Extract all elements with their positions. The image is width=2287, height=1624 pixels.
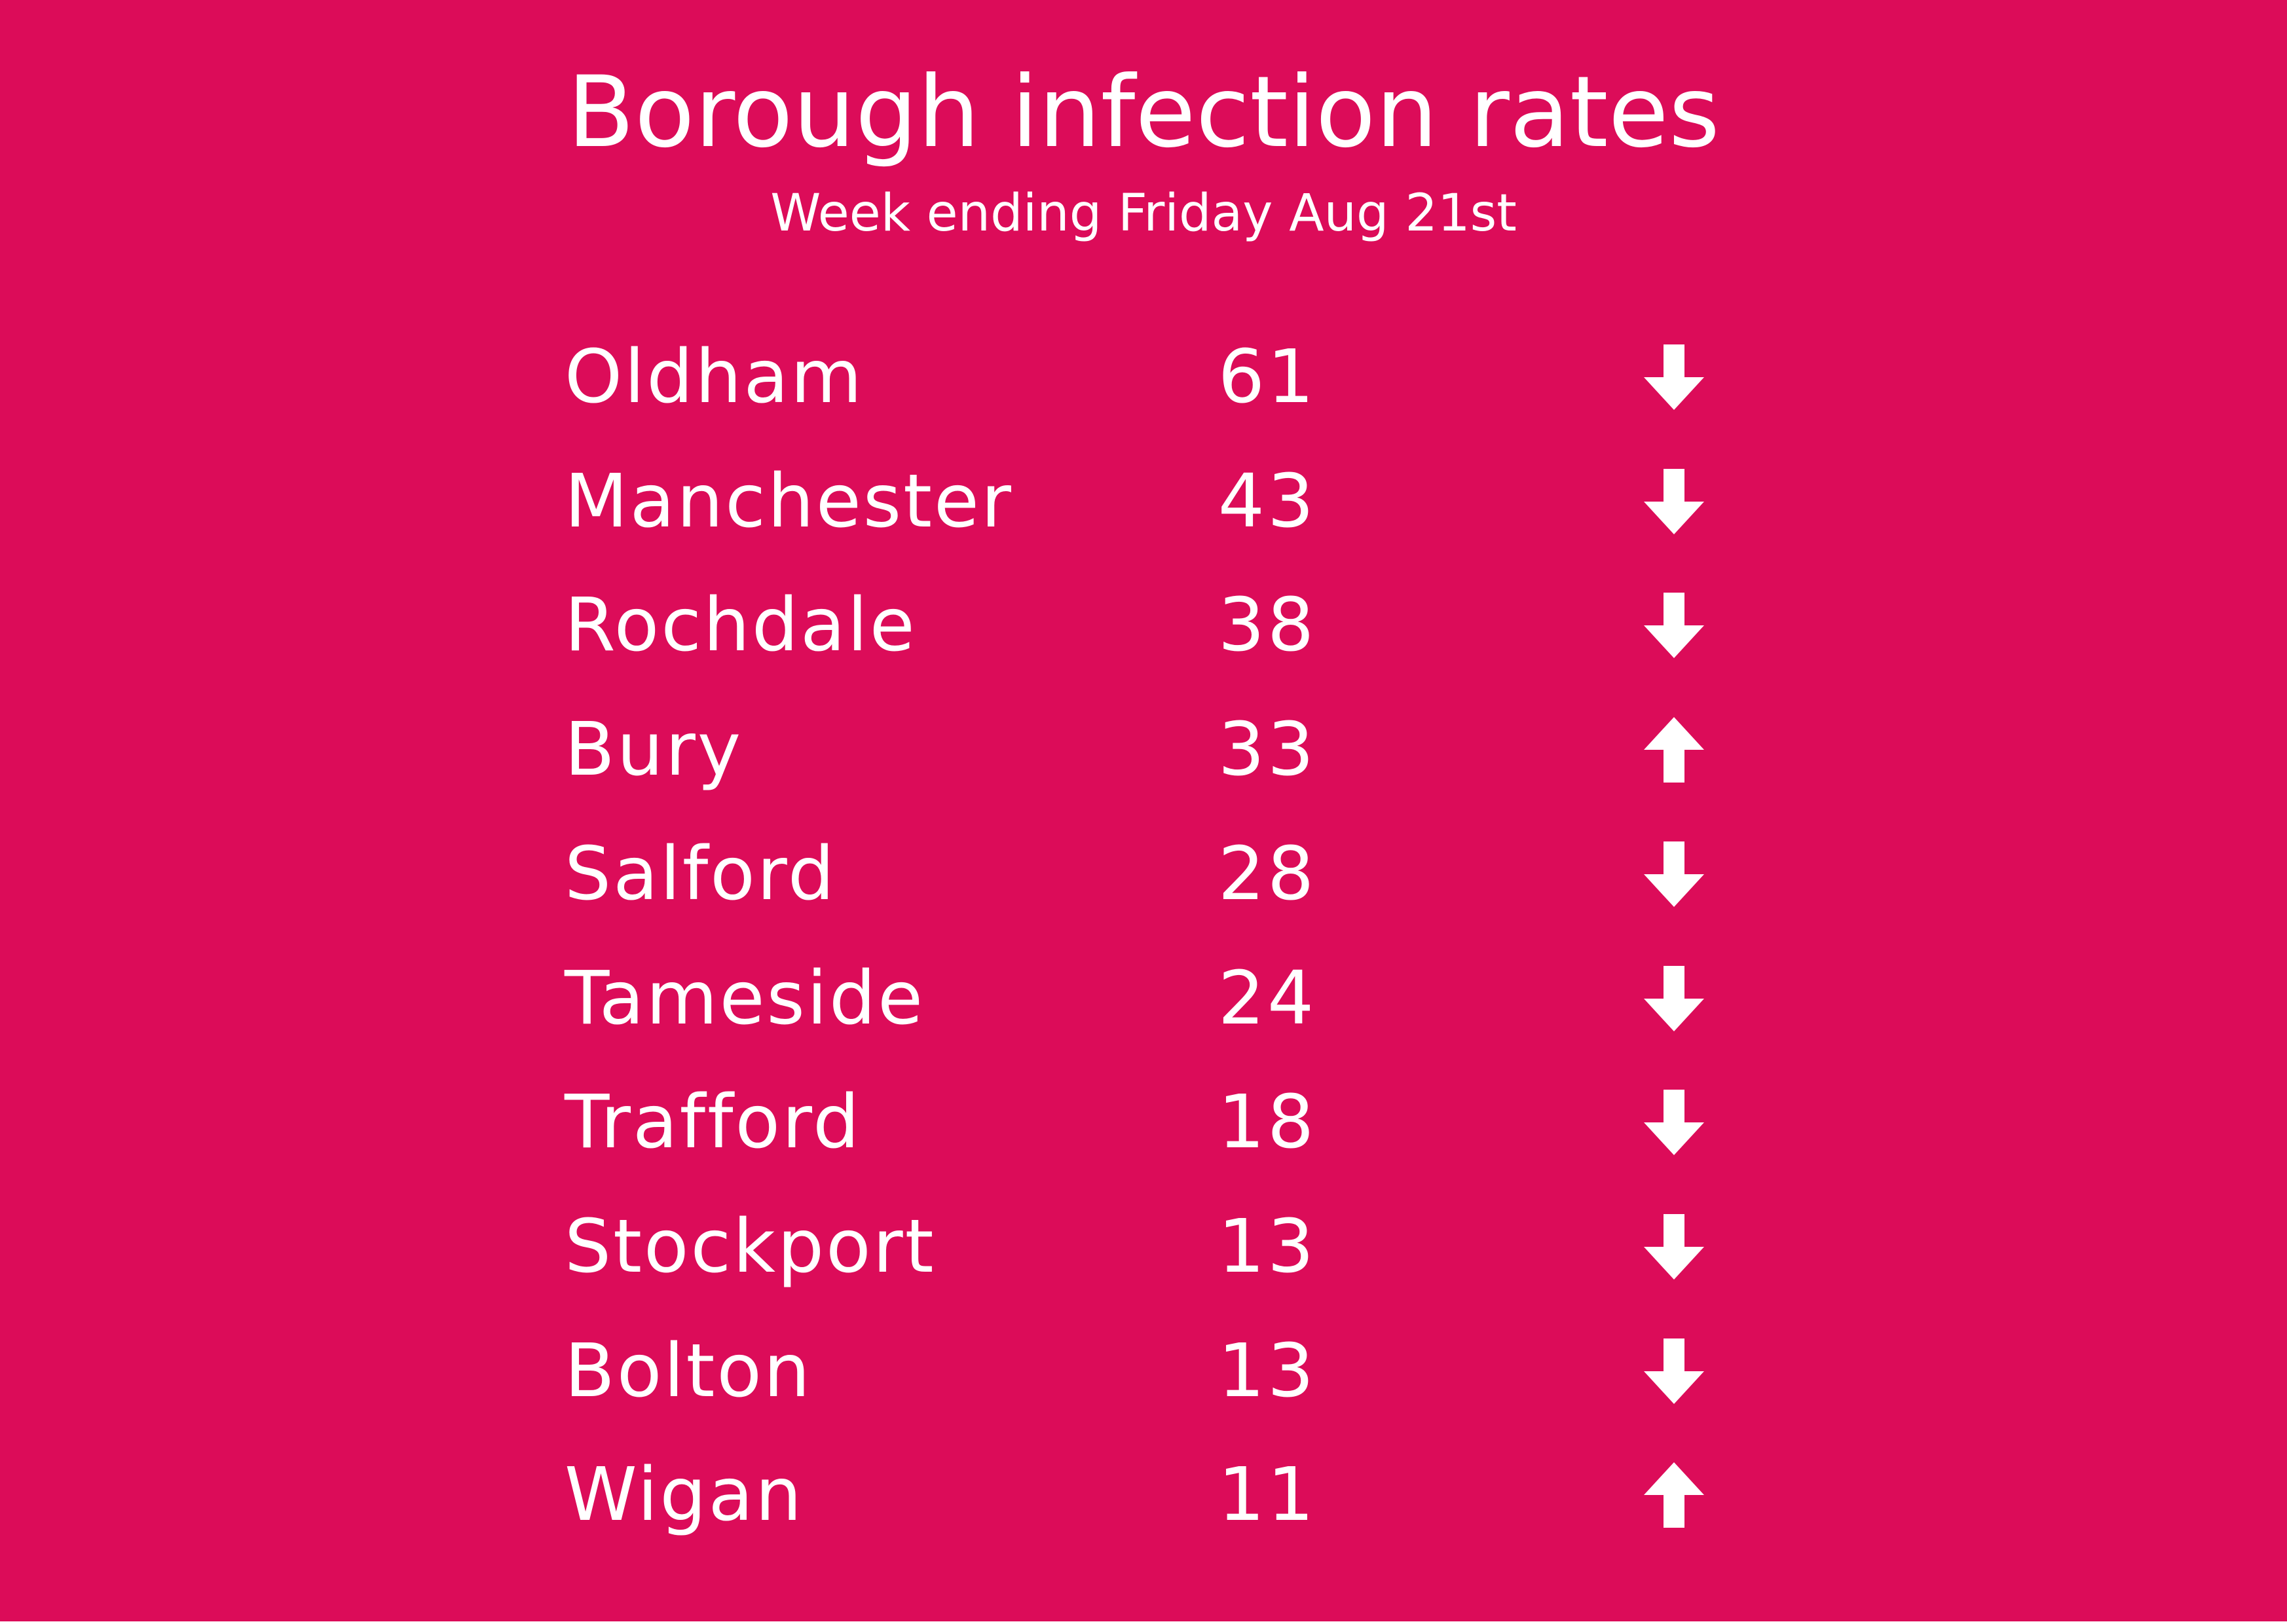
infection-rate-value: 43	[1218, 459, 1317, 544]
trend-direction: down	[1641, 1404, 1642, 1405]
infection-rate-value: 24	[1218, 956, 1317, 1041]
table-row: Salford 28 down	[0, 828, 2287, 920]
borough-name: Stockport	[565, 1204, 936, 1289]
table-row: Stockport 13 down	[0, 1201, 2287, 1293]
table-row: Trafford 18 down	[0, 1077, 2287, 1168]
infection-rate-value: 13	[1218, 1204, 1317, 1289]
table-row: Wigan 11 up	[0, 1449, 2287, 1541]
borough-name: Oldham	[565, 335, 865, 420]
infection-rate-value: 11	[1218, 1452, 1317, 1538]
trend-direction: down	[1641, 1155, 1642, 1156]
infection-rate-value: 33	[1218, 707, 1317, 792]
table-row: Tameside 24 down	[0, 953, 2287, 1044]
infection-rate-value: 38	[1218, 583, 1317, 668]
arrow-down-icon: down	[1641, 1090, 1707, 1155]
arrow-down-icon: down	[1641, 344, 1707, 410]
borough-name: Bolton	[565, 1329, 812, 1414]
arrow-down-icon: down	[1641, 1214, 1707, 1280]
table-row: Oldham 61 down	[0, 331, 2287, 423]
table-row: Bolton 13 down	[0, 1325, 2287, 1417]
trend-direction: down	[1641, 1031, 1642, 1032]
arrow-down-icon: down	[1641, 469, 1707, 534]
infection-rate-value: 13	[1218, 1329, 1317, 1414]
borough-name: Trafford	[565, 1080, 862, 1165]
infection-rate-value: 28	[1218, 832, 1317, 917]
borough-name: Tameside	[565, 956, 925, 1041]
borough-name: Wigan	[565, 1452, 804, 1538]
borough-name: Rochdale	[565, 583, 917, 668]
infection-rate-value: 18	[1218, 1080, 1317, 1165]
trend-direction: down	[1641, 410, 1642, 411]
arrow-up-icon: up	[1641, 1462, 1707, 1528]
arrow-up-icon: up	[1641, 717, 1707, 783]
borough-name: Bury	[565, 707, 743, 792]
chart-subtitle: Week ending Friday Aug 21st	[770, 184, 1517, 243]
infection-rate-value: 61	[1218, 335, 1317, 420]
borough-name: Salford	[565, 832, 836, 917]
arrow-down-icon: down	[1641, 841, 1707, 907]
trend-direction: down	[1641, 534, 1642, 535]
chart-title: Borough infection rates	[567, 56, 1720, 170]
table-row: Bury 33 up	[0, 704, 2287, 796]
borough-name: Manchester	[565, 459, 1013, 544]
arrow-down-icon: down	[1641, 1338, 1707, 1404]
arrow-down-icon: down	[1641, 966, 1707, 1031]
trend-direction: down	[1641, 658, 1642, 659]
table-row: Manchester 43 down	[0, 456, 2287, 547]
arrow-down-icon: down	[1641, 593, 1707, 658]
table-row: Rochdale 38 down	[0, 580, 2287, 671]
trend-direction: down	[1641, 907, 1642, 908]
